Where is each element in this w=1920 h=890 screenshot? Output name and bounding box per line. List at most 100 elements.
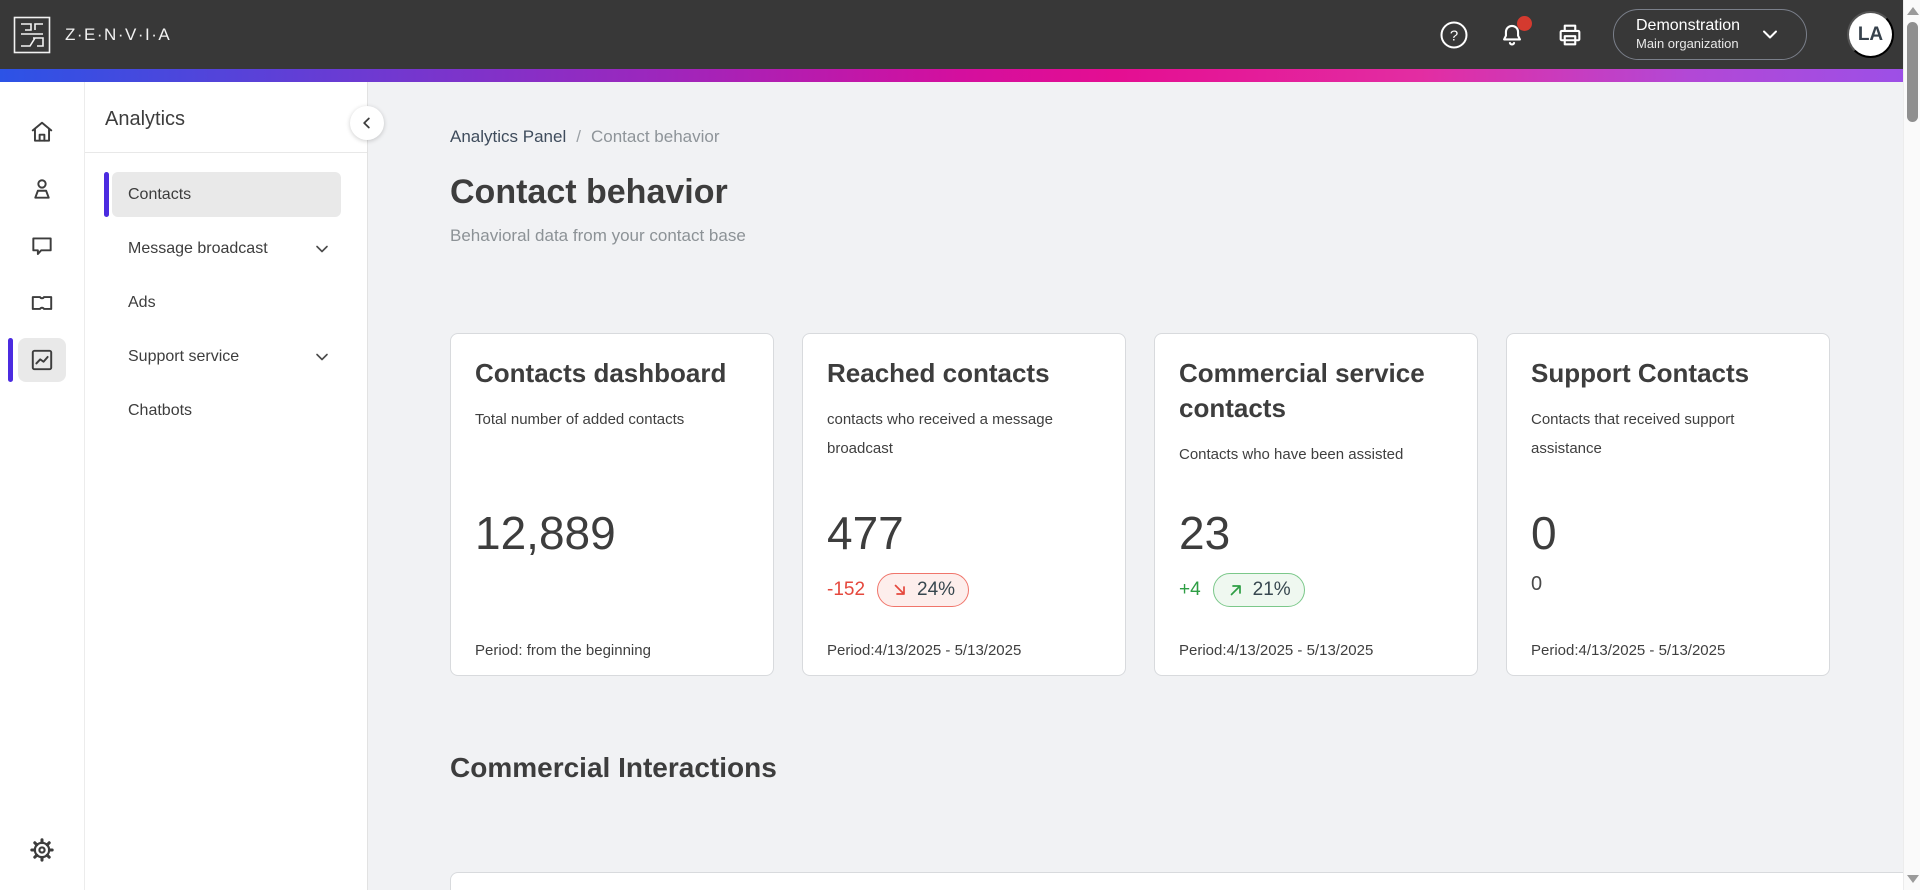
analytics-menu: Contacts Message broadcast Ads Support s…: [85, 153, 367, 433]
card-title: Support Contacts: [1531, 358, 1750, 388]
breadcrumb: Analytics Panel / Contact behavior: [450, 127, 1920, 147]
menu-item-support-service[interactable]: Support service: [112, 334, 341, 379]
card-period: Period:4/13/2025 - 5/13/2025: [1179, 642, 1374, 659]
menu-item-label: Contacts: [128, 185, 192, 203]
page-subtitle: Behavioral data from your contact base: [450, 226, 746, 245]
bell-icon: [1498, 21, 1526, 49]
top-bar: Z·E·N·V·I·A ?: [0, 0, 1920, 69]
trend-badge-down: 24%: [877, 573, 970, 607]
card-title: Reached contacts: [827, 358, 1050, 388]
card-description: Contacts that received support assistanc…: [1531, 411, 1735, 458]
organization-switcher[interactable]: Demonstration Main organization: [1613, 8, 1807, 61]
help-icon: ?: [1439, 20, 1469, 50]
organization-subtitle: Main organization: [1636, 35, 1739, 51]
print-button[interactable]: [1553, 18, 1587, 52]
gear-icon: [29, 837, 55, 863]
sidebar-item-contacts[interactable]: [18, 167, 66, 211]
scrollbar-thumb[interactable]: [1907, 22, 1918, 122]
card-period: Period: from the beginning: [475, 642, 651, 659]
sidebar-item-home[interactable]: [18, 110, 66, 154]
content-area: Analytics Panel / Contact behavior Conta…: [368, 82, 1920, 890]
notification-dot: [1517, 15, 1532, 31]
card-period: Period:4/13/2025 - 5/13/2025: [1531, 642, 1726, 659]
section-title-commercial-interactions: Commercial Interactions: [450, 752, 777, 783]
card-title: Contacts dashboard: [475, 358, 727, 388]
avatar[interactable]: LA: [1847, 11, 1894, 58]
scrollbar[interactable]: [1903, 0, 1920, 890]
chevron-down-icon: [313, 240, 331, 258]
menu-item-chatbots[interactable]: Chatbots: [112, 388, 341, 433]
brand-gradient-bar: [0, 69, 1920, 82]
delta-row: 0: [1531, 573, 1542, 596]
breadcrumb-separator: /: [576, 127, 581, 146]
home-icon: [29, 119, 55, 145]
page-title: Contact behavior: [450, 173, 728, 211]
notifications-button[interactable]: [1495, 15, 1532, 52]
line-chart-icon: [29, 347, 55, 373]
breadcrumb-current: Contact behavior: [590, 127, 720, 146]
chevron-down-icon: [1758, 22, 1782, 46]
card-value: 23: [1179, 507, 1231, 559]
menu-item-contacts[interactable]: Contacts: [104, 172, 341, 217]
active-indicator: [8, 338, 13, 382]
person-icon: [29, 176, 55, 202]
sidebar-item-settings[interactable]: [18, 828, 66, 872]
commercial-interactions-card: [450, 872, 1920, 890]
stat-card-commercial-service-contacts: Commercial service contacts Contacts who…: [1154, 333, 1478, 676]
delta-row: +4 21%: [1179, 573, 1305, 607]
active-indicator: [104, 172, 109, 217]
brand-text: Z·E·N·V·I·A: [65, 24, 172, 44]
chevron-down-icon: [313, 348, 331, 366]
menu-item-label: Support service: [128, 347, 240, 365]
card-value: 477: [827, 507, 904, 559]
sidebar-item-analytics[interactable]: [8, 338, 66, 382]
delta-value: 0: [1531, 573, 1543, 595]
breadcrumb-parent-link[interactable]: Analytics Panel: [450, 127, 567, 146]
organization-labels: Demonstration Main organization: [1636, 16, 1740, 52]
stat-card-support-contacts: Support Contacts Contacts that received …: [1506, 333, 1830, 676]
chevron-left-icon: [358, 114, 376, 132]
arrow-up-right-icon: [1227, 581, 1245, 599]
delta-value: -152: [827, 579, 866, 600]
zenvia-logo: [13, 16, 51, 54]
printer-icon: [1556, 21, 1584, 49]
card-title: Commercial service contacts: [1179, 358, 1425, 424]
sidebar-item-tickets[interactable]: [18, 281, 66, 325]
stat-cards-row: Contacts dashboard Total number of added…: [450, 333, 1920, 676]
chat-bubble-icon: [29, 233, 55, 259]
delta-value: +4: [1179, 579, 1201, 600]
stat-card-contacts-dashboard: Contacts dashboard Total number of added…: [450, 333, 774, 676]
organization-name: Demonstration: [1636, 16, 1741, 34]
menu-item-label: Ads: [128, 293, 156, 311]
analytics-panel: Analytics Contacts Message broadcast: [85, 82, 384, 890]
icon-rail: [0, 82, 85, 890]
sidebar-item-conversations[interactable]: [18, 224, 66, 268]
svg-text:?: ?: [1450, 27, 1458, 44]
collapse-panel-button[interactable]: [350, 106, 384, 140]
menu-item-label: Message broadcast: [128, 239, 268, 257]
scrollbar-down-arrow[interactable]: [1907, 875, 1919, 883]
scrollbar-up-arrow[interactable]: [1907, 7, 1919, 15]
trend-percent: 21%: [1252, 579, 1291, 600]
arrow-down-right-icon: [891, 581, 909, 599]
help-button[interactable]: ?: [1437, 18, 1471, 52]
topbar-actions: ?: [1413, 8, 1894, 61]
panel-title: Analytics: [85, 82, 367, 153]
brand: Z·E·N·V·I·A: [13, 16, 171, 54]
menu-item-message-broadcast[interactable]: Message broadcast: [112, 226, 341, 271]
trend-badge-up: 21%: [1212, 573, 1305, 607]
delta-row: -152 24%: [827, 573, 970, 607]
card-description: Contacts who have been assisted: [1179, 446, 1404, 464]
card-period: Period:4/13/2025 - 5/13/2025: [827, 642, 1022, 659]
card-value: 0: [1531, 507, 1557, 559]
card-value: 12,889: [475, 507, 616, 559]
main-layout: Analytics Contacts Message broadcast: [0, 82, 1920, 890]
trend-percent: 24%: [917, 579, 956, 600]
stat-card-reached-contacts: Reached contacts contacts who received a…: [802, 333, 1126, 676]
card-description: Total number of added contacts: [475, 411, 685, 429]
ticket-icon: [29, 290, 55, 316]
menu-item-label: Chatbots: [128, 401, 193, 419]
menu-item-ads[interactable]: Ads: [112, 280, 341, 325]
card-description: contacts who received a message broadcas…: [827, 411, 1053, 458]
